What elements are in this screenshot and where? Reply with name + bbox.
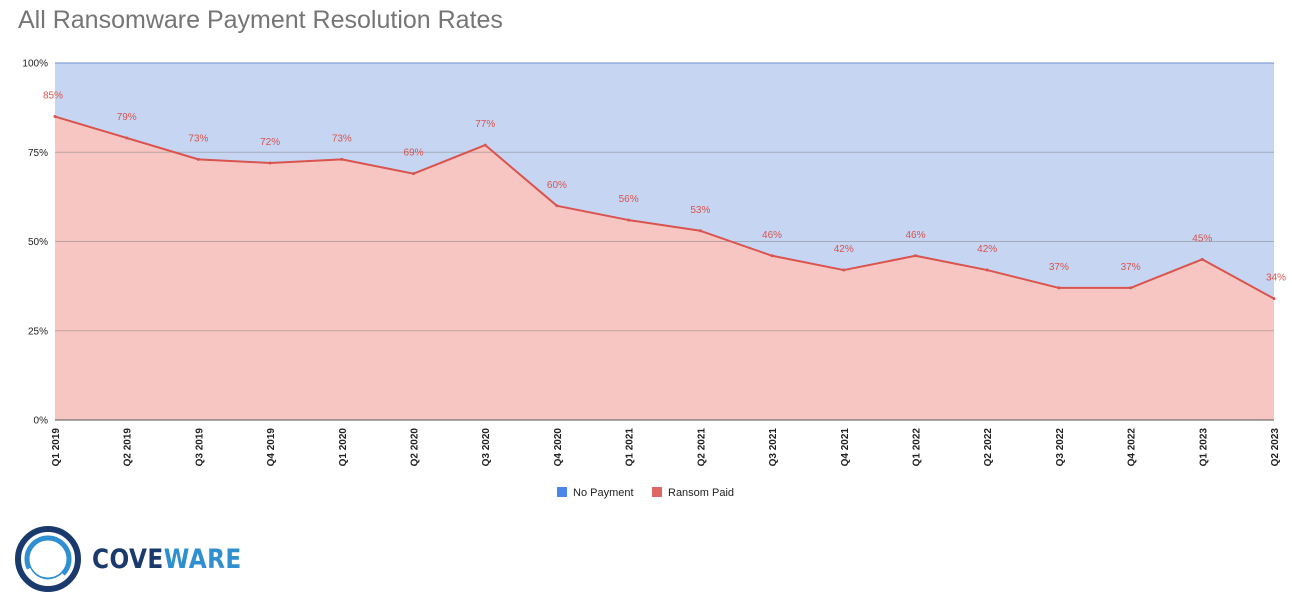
- data-point: [483, 143, 487, 147]
- data-point: [1129, 286, 1133, 290]
- data-label: 46%: [905, 230, 925, 241]
- data-label: 72%: [260, 137, 280, 148]
- x-tick-label: Q4 2022: [1127, 428, 1138, 467]
- x-tick-label: Q3 2020: [481, 428, 492, 467]
- coveware-logo: COVEWARE: [14, 525, 266, 593]
- data-label: 34%: [1266, 273, 1286, 284]
- legend-swatch-no-payment: [557, 487, 567, 497]
- y-tick-label: 0%: [34, 416, 49, 427]
- data-label: 56%: [619, 194, 639, 205]
- x-tick-label: Q2 2020: [410, 428, 421, 467]
- x-tick-label: Q3 2022: [1055, 428, 1066, 467]
- data-label: 77%: [475, 119, 495, 130]
- y-tick-label: 50%: [28, 237, 48, 248]
- no-payment-area: [55, 63, 1274, 299]
- data-point: [1057, 286, 1061, 290]
- x-tick-label: Q2 2022: [983, 428, 994, 467]
- data-point: [412, 172, 416, 176]
- data-label: 46%: [762, 230, 782, 241]
- data-label: 79%: [117, 112, 137, 123]
- data-label: 45%: [1192, 233, 1212, 244]
- x-tick-label: Q1 2021: [625, 428, 636, 467]
- data-point: [913, 254, 917, 258]
- x-tick-label: Q1 2022: [911, 428, 922, 467]
- data-point: [53, 115, 57, 119]
- data-point: [627, 218, 631, 222]
- data-label: 69%: [404, 148, 424, 159]
- x-tick-label: Q2 2019: [123, 428, 134, 467]
- data-label: 37%: [1121, 262, 1141, 273]
- data-point: [985, 268, 989, 272]
- data-label: 60%: [547, 180, 567, 191]
- legend-label-ransom-paid: Ransom Paid: [668, 487, 734, 499]
- legend-swatch-ransom-paid: [652, 487, 662, 497]
- data-point: [842, 268, 846, 272]
- x-tick-label: Q4 2021: [840, 428, 851, 467]
- data-point: [770, 254, 774, 258]
- data-point: [196, 157, 200, 161]
- x-tick-label: Q2 2023: [1270, 428, 1281, 467]
- chart-title: All Ransomware Payment Resolution Rates: [18, 6, 503, 34]
- data-point: [555, 204, 559, 208]
- y-tick-label: 75%: [28, 148, 48, 159]
- data-point: [268, 161, 272, 165]
- x-tick-label: Q2 2021: [696, 428, 707, 467]
- legend-label-no-payment: No Payment: [573, 487, 634, 499]
- ransom-paid-area: [55, 116, 1274, 421]
- data-point: [1200, 257, 1204, 261]
- y-tick-label: 100%: [22, 59, 48, 70]
- data-point: [125, 136, 129, 140]
- data-label: 42%: [834, 244, 854, 255]
- data-point: [1272, 297, 1276, 301]
- data-label: 73%: [332, 133, 352, 144]
- x-tick-label: Q1 2023: [1198, 428, 1209, 467]
- x-tick-label: Q4 2020: [553, 428, 564, 467]
- data-label: 37%: [1049, 262, 1069, 273]
- logo-text-ware: WARE: [163, 543, 242, 575]
- data-point: [340, 157, 344, 161]
- data-label: 85%: [43, 91, 63, 102]
- coveware-logo-icon: [15, 526, 81, 592]
- x-tick-label: Q1 2019: [51, 428, 62, 467]
- data-point: [698, 229, 702, 233]
- x-tick-label: Q3 2021: [768, 428, 779, 467]
- y-tick-label: 25%: [28, 326, 48, 337]
- x-tick-label: Q3 2019: [194, 428, 205, 467]
- x-tick-label: Q1 2020: [338, 428, 349, 467]
- x-tick-label: Q4 2019: [266, 428, 277, 467]
- data-label: 73%: [188, 133, 208, 144]
- data-label: 53%: [690, 205, 710, 216]
- ransom-paid-line: [54, 115, 1275, 300]
- logo-text-cove: COVE: [92, 543, 164, 575]
- data-label: 42%: [977, 244, 997, 255]
